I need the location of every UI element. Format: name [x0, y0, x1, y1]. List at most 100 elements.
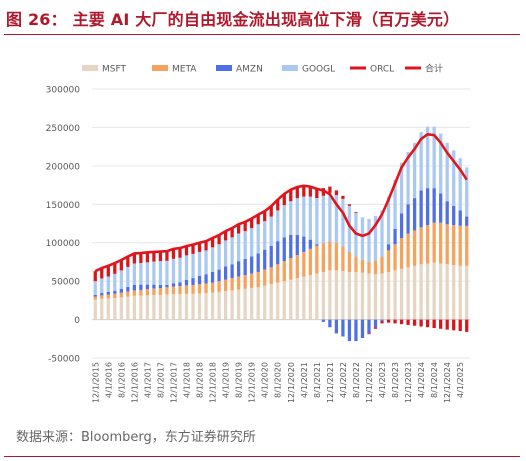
bar-amzn [230, 264, 234, 279]
bar-msft [432, 262, 436, 320]
bar-orcl [126, 256, 130, 267]
bar-amzn [458, 210, 462, 226]
bar-orcl [223, 231, 228, 241]
bar-googl [282, 205, 286, 238]
x-tick-label: 12/1/2018 [209, 362, 218, 403]
bar-googl [165, 260, 169, 285]
bar-amzn [243, 258, 247, 275]
bar-amzn [165, 284, 169, 288]
bar-msft [439, 263, 443, 320]
bar-googl [269, 216, 273, 246]
bar-orcl [354, 211, 358, 213]
bar-amzn [347, 319, 352, 342]
y-tick-label: 250000 [46, 124, 81, 134]
bar-googl [237, 233, 241, 262]
bar-meta [315, 245, 319, 274]
x-tick-label: 8/1/2024 [430, 362, 439, 398]
bar-amzn [282, 237, 286, 262]
bar-amzn [334, 319, 339, 334]
bar-googl [406, 152, 410, 205]
chart-canvas: MSFT META AMZN GOOGL ORCL 合计 -50000 0 50000 1000… [46, 63, 470, 403]
bar-googl [243, 231, 247, 259]
bar-orcl [295, 186, 299, 199]
bar-msft [132, 295, 136, 320]
bar-orcl [439, 319, 443, 329]
bottom-divider [4, 456, 520, 457]
bar-orcl [113, 263, 117, 274]
bar-amzn [321, 319, 325, 322]
bar-googl [158, 261, 163, 285]
bar-meta [276, 264, 280, 283]
bar-meta [328, 241, 332, 271]
bar-msft [302, 276, 306, 320]
legend-label: MSFT [102, 65, 126, 75]
bar-orcl [132, 253, 136, 264]
x-axis: 12/1/2015 4/1/2016 8/1/2016 12/1/2016 4/1/20… [91, 362, 465, 403]
bar-googl [308, 196, 312, 240]
bar-googl [184, 255, 189, 280]
bar-amzn [393, 228, 397, 245]
bar-meta [230, 278, 234, 291]
bar-msft [230, 290, 234, 320]
bar-msft [321, 271, 325, 320]
y-tick-label: 150000 [46, 201, 81, 211]
bar-meta [178, 286, 182, 295]
bar-meta [119, 292, 123, 298]
bar-meta [412, 230, 417, 266]
bar-orcl [406, 319, 410, 325]
bar-orcl [243, 221, 247, 232]
bar-meta [106, 294, 110, 299]
x-tick-label: 4/1/2019 [222, 362, 231, 398]
bars [93, 126, 469, 342]
bar-orcl [328, 186, 332, 193]
bar-googl [412, 142, 417, 199]
bar-orcl [347, 204, 352, 206]
bar-amzn [256, 253, 260, 272]
bar-amzn [171, 283, 176, 287]
x-tick-label: 12/1/2023 [404, 362, 413, 403]
x-tick-label: 8/1/2019 [235, 362, 244, 398]
bar-meta [452, 225, 456, 266]
bar-msft [145, 295, 150, 320]
bar-amzn [126, 286, 130, 292]
bar-meta [334, 242, 339, 271]
bar-amzn [100, 293, 104, 296]
bar-orcl [171, 248, 176, 259]
bar-orcl [250, 218, 254, 229]
bar-googl [445, 142, 449, 202]
bar-msft [341, 271, 345, 320]
bar-amzn [269, 245, 273, 268]
bar-googl [373, 215, 378, 261]
bar-msft [184, 293, 189, 320]
bar-googl [367, 218, 371, 262]
x-tick-label: 4/1/2018 [183, 362, 192, 398]
bar-msft [191, 293, 195, 320]
legend-label: 合计 [425, 63, 443, 75]
bar-orcl [426, 319, 430, 328]
bar-msft [426, 263, 430, 320]
bar-meta [191, 284, 195, 294]
legend-swatch [282, 65, 298, 71]
bar-orcl [308, 186, 312, 197]
bar-googl [386, 196, 391, 245]
bar-orcl [373, 327, 378, 329]
bar-orcl [458, 319, 462, 332]
bar-msft [256, 287, 260, 320]
bar-amzn [315, 244, 319, 246]
bar-googl [315, 198, 319, 245]
y-tick-label: 50000 [51, 278, 80, 288]
bar-orcl [158, 251, 163, 262]
bar-googl [334, 195, 339, 243]
bar-orcl [204, 241, 208, 251]
bar-orcl [197, 242, 202, 252]
bar-amzn [237, 261, 241, 277]
legend-label: AMZN [236, 65, 263, 75]
bar-amzn [380, 319, 384, 322]
bar-orcl [191, 244, 195, 254]
x-tick-label: 4/1/2021 [300, 362, 309, 398]
bar-msft [452, 265, 456, 320]
bar-orcl [230, 228, 234, 238]
bar-orcl [269, 206, 273, 217]
bar-amzn [452, 205, 456, 226]
bar-meta [308, 248, 312, 275]
